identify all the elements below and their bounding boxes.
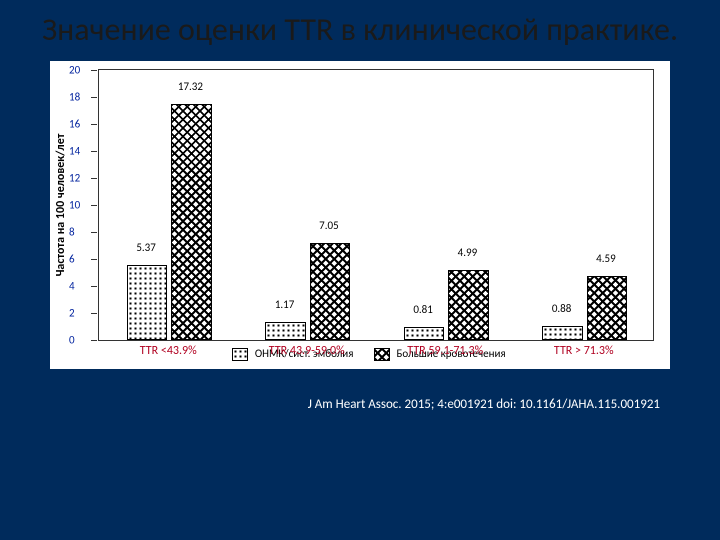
- bar: [448, 270, 489, 339]
- bar: [171, 104, 212, 340]
- x-category-label: TTR 59.1-71.3%: [407, 344, 483, 358]
- y-axis-label: Частота на 100 человек/лет: [54, 133, 68, 276]
- bar: [310, 243, 351, 340]
- y-tick-label: 20: [69, 63, 80, 76]
- bar-value-label: 1.17: [275, 298, 295, 311]
- legend-swatch: [232, 348, 248, 361]
- bar-value-label: 0.88: [552, 302, 572, 315]
- bar-value-label: 4.99: [458, 246, 478, 259]
- bar-value-label: 7.05: [319, 219, 339, 232]
- y-tick-label: 12: [69, 171, 80, 184]
- bar: [127, 265, 168, 339]
- y-tick-label: 2: [69, 306, 75, 319]
- legend-swatch: [374, 348, 390, 361]
- bar: [542, 326, 583, 340]
- y-tick-label: 6: [69, 252, 75, 265]
- y-tick-label: 18: [69, 90, 80, 103]
- bar-value-label: 5.37: [136, 241, 156, 254]
- x-category-label: TTR 43.9-59.0%: [269, 344, 345, 358]
- bar-value-label: 4.59: [596, 252, 616, 265]
- slide-title: Значение оценки TTR в клинической практи…: [0, 0, 720, 55]
- x-category-label: TTR > 71.3%: [554, 344, 614, 358]
- bar: [265, 322, 306, 340]
- y-tick-label: 10: [69, 198, 80, 211]
- y-tick-label: 0: [69, 333, 75, 346]
- bar: [404, 327, 445, 340]
- citation-text: J Am Heart Assoc. 2015; 4:e001921 doi: 1…: [0, 369, 720, 412]
- bar-value-label: 17.32: [178, 80, 203, 93]
- y-tick-label: 16: [69, 117, 80, 130]
- y-tick-label: 4: [69, 279, 75, 292]
- bar: [587, 276, 628, 340]
- chart-container: Частота на 100 человек/лет 0 2 4 6 8 10 12 14 16…: [50, 61, 670, 369]
- y-tick-label: 8: [69, 225, 75, 238]
- x-category-label: TTR <43.9%: [140, 344, 197, 358]
- y-tick-label: 14: [69, 144, 80, 157]
- bar-chart: Частота на 100 человек/лет 0246810121416…: [98, 69, 654, 341]
- bar-value-label: 0.81: [413, 303, 433, 316]
